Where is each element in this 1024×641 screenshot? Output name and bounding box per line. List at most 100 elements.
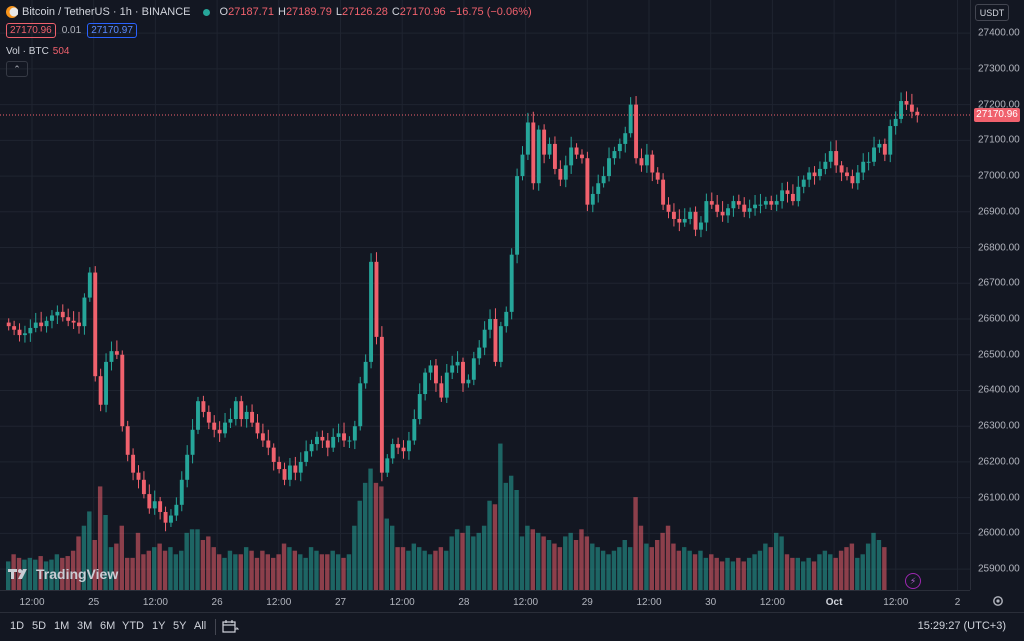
range-button-1m[interactable]: 1M: [54, 620, 70, 632]
candle-body: [644, 154, 649, 166]
candle-body: [607, 158, 611, 177]
candle-body: [401, 447, 406, 452]
candlestick-chart[interactable]: [0, 0, 970, 590]
volume-bar: [698, 550, 703, 590]
range-button-1d[interactable]: 1D: [10, 620, 25, 632]
range-button-1y[interactable]: 1Y: [152, 620, 166, 632]
candle-body: [82, 297, 87, 327]
candle: [915, 107, 920, 123]
volume-bar: [622, 540, 627, 590]
volume-bar: [243, 547, 249, 590]
candle: [601, 166, 606, 188]
symbol-legend[interactable]: Bitcoin / TetherUS · 1h · BINANCE O 2718…: [6, 4, 532, 20]
volume-bar: [817, 554, 822, 590]
volume-bar: [849, 543, 855, 590]
price-tick-label: 26300.00: [978, 420, 1020, 432]
candle: [801, 175, 806, 194]
range-button-5d[interactable]: 5D: [32, 620, 47, 632]
candle-body: [428, 365, 433, 373]
candle: [233, 396, 238, 426]
chevron-up-icon: ⌃: [13, 63, 21, 74]
price-tick-label: 25900.00: [978, 563, 1020, 575]
candle: [179, 471, 184, 512]
candle-body: [915, 111, 920, 115]
candle: [504, 306, 509, 333]
range-button-5y[interactable]: 5Y: [173, 620, 187, 632]
candle-body: [834, 151, 839, 166]
candle: [304, 440, 309, 467]
candle: [114, 340, 119, 360]
candle-body: [477, 347, 482, 359]
candle-body: [352, 426, 357, 441]
candle-body: [823, 161, 828, 169]
candle-body: [93, 272, 98, 377]
range-button-ytd[interactable]: YTD: [122, 620, 144, 632]
time-tick-label: 30: [705, 597, 717, 608]
candle-body: [396, 444, 401, 448]
volume-bar: [379, 486, 384, 590]
candle: [396, 437, 401, 455]
volume-bar: [768, 547, 773, 590]
symbol-title[interactable]: Bitcoin / TetherUS · 1h · BINANCE: [22, 6, 191, 18]
time-tick-label: 26: [211, 597, 223, 608]
price-tick-label: 26400.00: [978, 384, 1020, 396]
volume-legend[interactable]: Vol · BTC 504: [6, 46, 69, 57]
candle: [531, 111, 536, 190]
buy-button[interactable]: 27170.97: [87, 23, 137, 38]
candle-body: [893, 118, 898, 127]
candle: [336, 423, 341, 443]
candle-body: [785, 190, 790, 194]
price-axis[interactable]: 27400.00 27300.00 27200.00 27100.00 27000.00…: [970, 0, 1024, 590]
volume-bar: [238, 554, 243, 590]
candle: [271, 443, 276, 471]
collapse-legend-button[interactable]: ⌃: [6, 61, 28, 77]
settings-button[interactable]: [988, 592, 1008, 610]
candle-body: [715, 204, 720, 212]
candle: [828, 141, 833, 169]
candle-body: [699, 222, 703, 230]
price-tick-label: 26100.00: [978, 492, 1020, 504]
time-tick-label: 12:00: [883, 597, 909, 608]
candle: [823, 153, 828, 175]
candle-body: [542, 129, 547, 155]
volume-bar: [43, 561, 49, 590]
candle-body: [596, 183, 601, 194]
candle: [196, 396, 200, 435]
currency-button[interactable]: USDT: [975, 4, 1009, 21]
calendar-icon[interactable]: [221, 618, 239, 636]
low-value: 27126.28: [341, 6, 388, 18]
candle: [482, 321, 487, 356]
watermark-text: TradingView: [36, 566, 119, 582]
candle-body: [520, 154, 525, 177]
volume-bar: [60, 557, 65, 590]
range-button-all[interactable]: All: [194, 620, 207, 632]
volume-bar: [633, 497, 638, 590]
volume-bar: [330, 550, 335, 590]
range-button-3m[interactable]: 3M: [77, 620, 93, 632]
volume-bar: [860, 554, 865, 590]
volume-bar: [130, 557, 135, 590]
volume-bar: [292, 550, 298, 590]
volume-bar: [119, 525, 124, 590]
tradingview-watermark[interactable]: TradingView: [8, 566, 118, 582]
volume-bar: [216, 554, 222, 590]
candle: [661, 173, 666, 211]
candle-body: [12, 326, 17, 330]
last-price-label: 27170.96: [974, 107, 1020, 122]
candle: [888, 119, 893, 163]
price-tick-label: 27000.00: [978, 170, 1020, 182]
candle-body: [277, 461, 282, 470]
volume-bar: [287, 547, 292, 590]
candle-body: [136, 472, 141, 480]
time-axis[interactable]: 12:00 25 12:00 26 12:00 27 12:00 28 12:00 29 12:00…: [0, 590, 970, 613]
candle-body: [174, 504, 179, 516]
range-button-6m[interactable]: 6M: [100, 620, 116, 632]
candle-body: [369, 261, 374, 362]
clock-time[interactable]: 15:29:27 (UTC+3): [917, 620, 1006, 632]
sell-button[interactable]: 27170.96: [6, 23, 56, 38]
volume-bar: [584, 536, 590, 590]
candle: [347, 436, 352, 449]
candle: [190, 419, 195, 464]
lightning-icon[interactable]: ⚡: [905, 573, 921, 589]
volume-bar: [254, 557, 260, 590]
